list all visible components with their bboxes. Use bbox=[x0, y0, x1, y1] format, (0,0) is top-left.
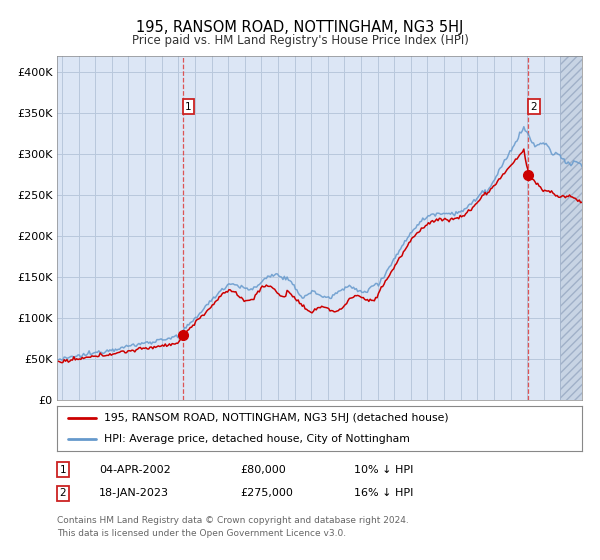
Text: 195, RANSOM ROAD, NOTTINGHAM, NG3 5HJ (detached house): 195, RANSOM ROAD, NOTTINGHAM, NG3 5HJ (d… bbox=[104, 413, 449, 423]
Text: 195, RANSOM ROAD, NOTTINGHAM, NG3 5HJ: 195, RANSOM ROAD, NOTTINGHAM, NG3 5HJ bbox=[136, 20, 464, 35]
Text: 10% ↓ HPI: 10% ↓ HPI bbox=[354, 465, 413, 475]
Text: Price paid vs. HM Land Registry's House Price Index (HPI): Price paid vs. HM Land Registry's House … bbox=[131, 34, 469, 46]
Text: 04-APR-2002: 04-APR-2002 bbox=[99, 465, 171, 475]
Text: 2: 2 bbox=[530, 102, 537, 112]
Text: £275,000: £275,000 bbox=[240, 488, 293, 498]
Bar bbox=[560, 56, 582, 400]
Text: 1: 1 bbox=[185, 102, 192, 112]
Text: 16% ↓ HPI: 16% ↓ HPI bbox=[354, 488, 413, 498]
Text: HPI: Average price, detached house, City of Nottingham: HPI: Average price, detached house, City… bbox=[104, 433, 410, 444]
Text: 18-JAN-2023: 18-JAN-2023 bbox=[99, 488, 169, 498]
Text: £80,000: £80,000 bbox=[240, 465, 286, 475]
Text: 1: 1 bbox=[59, 465, 67, 475]
Text: 2: 2 bbox=[59, 488, 67, 498]
Text: Contains HM Land Registry data © Crown copyright and database right 2024.
This d: Contains HM Land Registry data © Crown c… bbox=[57, 516, 409, 538]
